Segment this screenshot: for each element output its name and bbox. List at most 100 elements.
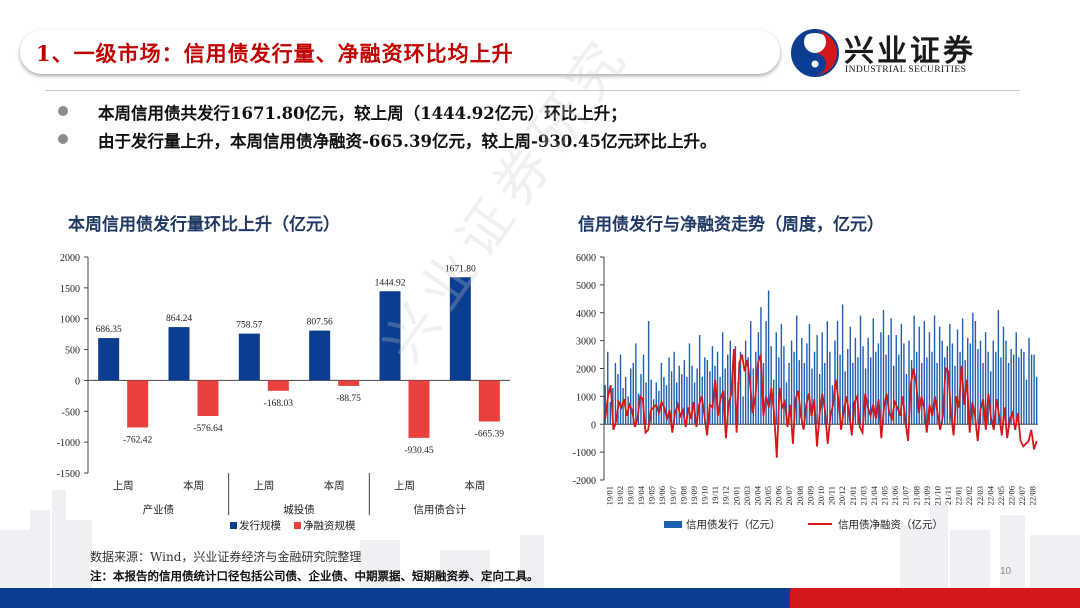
x-tick-label: 21/05 bbox=[880, 486, 890, 505]
x-tick-label: 22/06 bbox=[1007, 486, 1017, 505]
weekly-issuance-bar bbox=[1025, 379, 1028, 425]
weekly-issuance-bar bbox=[905, 374, 908, 425]
y-tick-label: -1000 bbox=[57, 438, 80, 449]
net-financing-bar bbox=[338, 380, 360, 386]
weekly-issuance-bar bbox=[709, 371, 711, 425]
weekly-issuance-bar bbox=[979, 340, 982, 425]
weekly-issuance-bar bbox=[931, 351, 933, 425]
weekly-issuance-bar bbox=[854, 337, 857, 425]
weekly-issuance-bar bbox=[663, 376, 665, 425]
weekly-issuance-bar bbox=[762, 362, 765, 425]
issuance-data-label: 807.56 bbox=[307, 318, 333, 328]
weekly-issuance-bar bbox=[622, 388, 624, 425]
weekly-issuance-bar bbox=[892, 365, 895, 425]
weekly-issuance-bar bbox=[678, 365, 680, 425]
y-tick-label: -500 bbox=[62, 407, 80, 418]
weekly-issuance-bar bbox=[900, 323, 903, 425]
x-tick-label: 19/04 bbox=[636, 485, 646, 505]
weekly-issuance-bar bbox=[859, 315, 862, 425]
legend-label-issuance: 发行规模 bbox=[239, 519, 281, 532]
weekly-issuance-bar bbox=[739, 351, 742, 425]
weekly-issuance-bar bbox=[816, 335, 818, 425]
weekly-issuance-bar bbox=[604, 385, 606, 425]
x-tick-label: 20/12 bbox=[837, 486, 847, 505]
weekly-issuance-bar bbox=[683, 360, 686, 425]
issuance-bar bbox=[449, 277, 471, 381]
x-tick-label: 21/07 bbox=[901, 486, 911, 505]
weekly-issuance-bar bbox=[1005, 340, 1007, 425]
net-financing-data-label: -88.75 bbox=[336, 394, 361, 404]
weekly-issuance-bar bbox=[727, 354, 729, 425]
x-tick-label: 21/08 bbox=[911, 486, 921, 505]
weekly-issuance-bar bbox=[614, 362, 617, 425]
company-logo: 兴业证券 INDUSTRIAL SECURITIES bbox=[788, 26, 1018, 80]
y-tick-label: 3000 bbox=[576, 337, 596, 348]
weekly-issuance-bar bbox=[895, 335, 897, 425]
weekly-issuance-bar bbox=[982, 362, 984, 425]
y-tick-label: 500 bbox=[65, 346, 80, 357]
net-financing-data-label: -576.64 bbox=[193, 424, 223, 434]
weekly-issuance-bar bbox=[790, 340, 793, 425]
weekly-issuance-bar bbox=[729, 340, 732, 425]
footnote: 注：本报告的信用债统计口径包括公司债、企业债、中期票据、短期融资券、定向工具。 bbox=[90, 569, 539, 583]
logo-english-name: INDUSTRIAL SECURITIES bbox=[845, 65, 967, 75]
bullet-dot-icon bbox=[58, 134, 68, 144]
y-tick-label: 4000 bbox=[576, 309, 596, 320]
weekly-issuance-bar bbox=[607, 351, 609, 425]
legend-label-net-financing: 净融资规模 bbox=[303, 519, 356, 532]
weekly-issuance-bar bbox=[870, 357, 872, 425]
x-tick-label: 19/09 bbox=[689, 486, 699, 505]
net-financing-data-label: -168.03 bbox=[264, 399, 294, 409]
x-tick-label: 20/10 bbox=[816, 486, 826, 505]
x-tick-label: 19/11 bbox=[710, 486, 720, 505]
x-tick-label: 22/08 bbox=[1028, 486, 1038, 505]
weekly-issuance-bar bbox=[650, 379, 652, 425]
y-tick-label: 6000 bbox=[576, 253, 596, 264]
x-tick-label: 20/06 bbox=[774, 486, 784, 505]
weekly-issuance-bar bbox=[969, 343, 971, 425]
weekly-issuance-bar bbox=[1018, 357, 1020, 425]
x-tick-label: 22/01 bbox=[954, 486, 964, 505]
weekly-issuance-bar bbox=[681, 374, 683, 425]
net-financing-bar bbox=[478, 380, 500, 422]
x-tick-label: 21/10 bbox=[932, 486, 942, 505]
legend-label-net-financing: 信用债净融资（亿元） bbox=[838, 518, 943, 531]
weekly-issuance-bar bbox=[770, 346, 772, 425]
weekly-issuance-bar bbox=[688, 343, 691, 425]
weekly-issuance-bar bbox=[877, 343, 880, 425]
net-financing-bar bbox=[267, 380, 289, 391]
net-financing-bar bbox=[408, 380, 430, 438]
weekly-issuance-bar bbox=[724, 368, 726, 425]
page-number: 10 bbox=[1000, 566, 1012, 577]
weekly-issuance-bar bbox=[974, 321, 977, 425]
weekly-issuance-bar bbox=[675, 382, 678, 425]
y-tick-label: 2000 bbox=[576, 365, 596, 376]
weekly-issuance-bar bbox=[928, 332, 931, 425]
weekly-issuance-bar bbox=[721, 332, 724, 425]
weekly-issuance-bar bbox=[972, 312, 974, 425]
weekly-issuance-bar bbox=[673, 351, 675, 425]
issuance-trend-chart: 6000 5000 4000 3000 2000 1000 0 -1000 -2000 19/01… bbox=[573, 253, 1038, 531]
weekly-issuance-bar bbox=[824, 362, 826, 425]
weekly-issuance-bar bbox=[836, 321, 839, 425]
x-tick-label: 20/09 bbox=[805, 486, 815, 505]
y-tick-label: -2000 bbox=[573, 476, 596, 487]
x-tick-label: 19/07 bbox=[668, 486, 678, 505]
weekly-issuance-bar bbox=[946, 346, 949, 425]
weekly-issuance-bar bbox=[767, 290, 770, 425]
weekly-issuance-bar bbox=[844, 371, 846, 425]
weekly-issuance-bar bbox=[806, 343, 808, 425]
weekly-issuance-bar bbox=[997, 309, 1000, 425]
weekly-issuance-bar bbox=[765, 321, 767, 425]
logo-chinese-name: 兴业证券 bbox=[844, 34, 976, 69]
weekly-issuance-bar bbox=[839, 354, 841, 425]
weekly-issuance-bar bbox=[933, 315, 936, 425]
weekly-issuance-bar bbox=[1033, 354, 1035, 425]
weekly-issuance-bar bbox=[1007, 362, 1010, 425]
weekly-issuance-bar bbox=[818, 374, 821, 425]
weekly-issuance-bar bbox=[829, 351, 831, 425]
x-tick-label: 22/02 bbox=[964, 486, 974, 505]
legend-swatch-issuance bbox=[664, 521, 682, 528]
category-label: 上周 bbox=[113, 480, 134, 492]
x-tick-label: 20/07 bbox=[784, 486, 794, 505]
